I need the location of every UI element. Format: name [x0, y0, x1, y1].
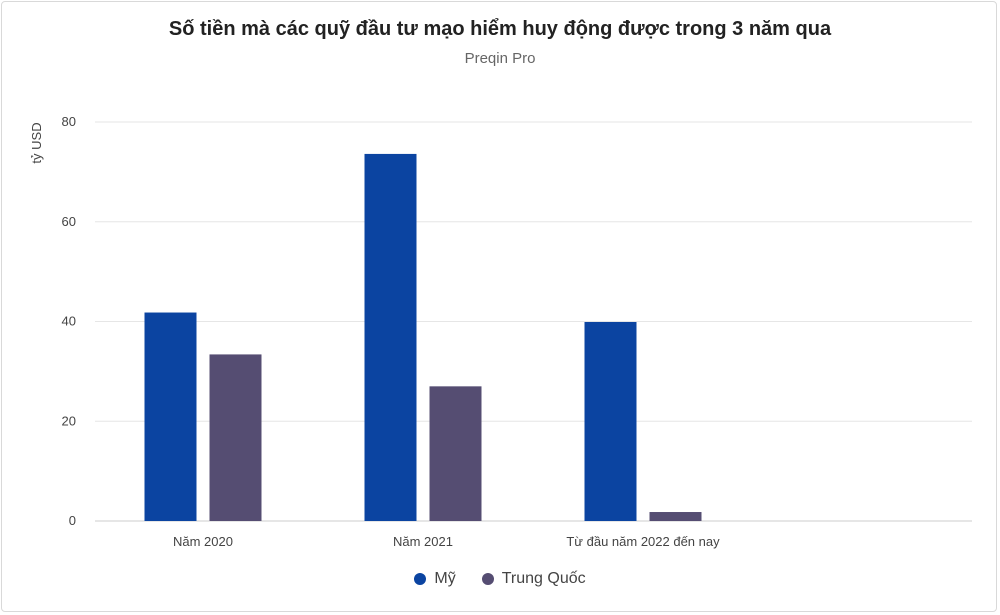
y-tick-label: 80 [62, 114, 76, 129]
legend-dot-icon [481, 573, 494, 585]
y-axis-label: tỷ USD [29, 122, 44, 163]
chart-subtitle: Preqin Pro [464, 50, 536, 67]
bars [144, 153, 702, 522]
chart-title: Số tiền mà các quỹ đầu tư mạo hiểm huy đ… [168, 18, 832, 40]
legend-dot-icon [414, 573, 427, 585]
bar-trung-quoc-2[interactable] [649, 512, 702, 521]
y-axis-ticks: 0 20 40 60 80 [62, 114, 76, 528]
legend-label: Mỹ [434, 570, 456, 587]
bar-trung-quoc-1[interactable] [429, 386, 482, 521]
legend-label: Trung Quốc [501, 570, 586, 587]
y-tick-label: 20 [62, 413, 76, 428]
bar-trung-quoc-0[interactable] [209, 354, 262, 521]
legend-item[interactable]: Mỹ [414, 570, 456, 588]
x-axis-ticks: Năm 2020 Năm 2021 Từ đầu năm 2022 đến nay [173, 534, 720, 549]
bar-my-1[interactable] [364, 153, 417, 522]
legend: Mỹ Trung Quốc [0, 570, 1000, 588]
y-tick-label: 0 [69, 513, 76, 528]
y-tick-label: 60 [62, 214, 76, 229]
y-tick-label: 40 [62, 314, 76, 329]
bar-my-0[interactable] [144, 312, 197, 521]
x-tick-label: Năm 2021 [393, 534, 453, 549]
x-tick-label: Từ đầu năm 2022 đến nay [566, 534, 720, 549]
legend-item[interactable]: Trung Quốc [481, 570, 586, 588]
x-tick-label: Năm 2020 [173, 534, 233, 549]
bar-my-2[interactable] [584, 321, 637, 521]
